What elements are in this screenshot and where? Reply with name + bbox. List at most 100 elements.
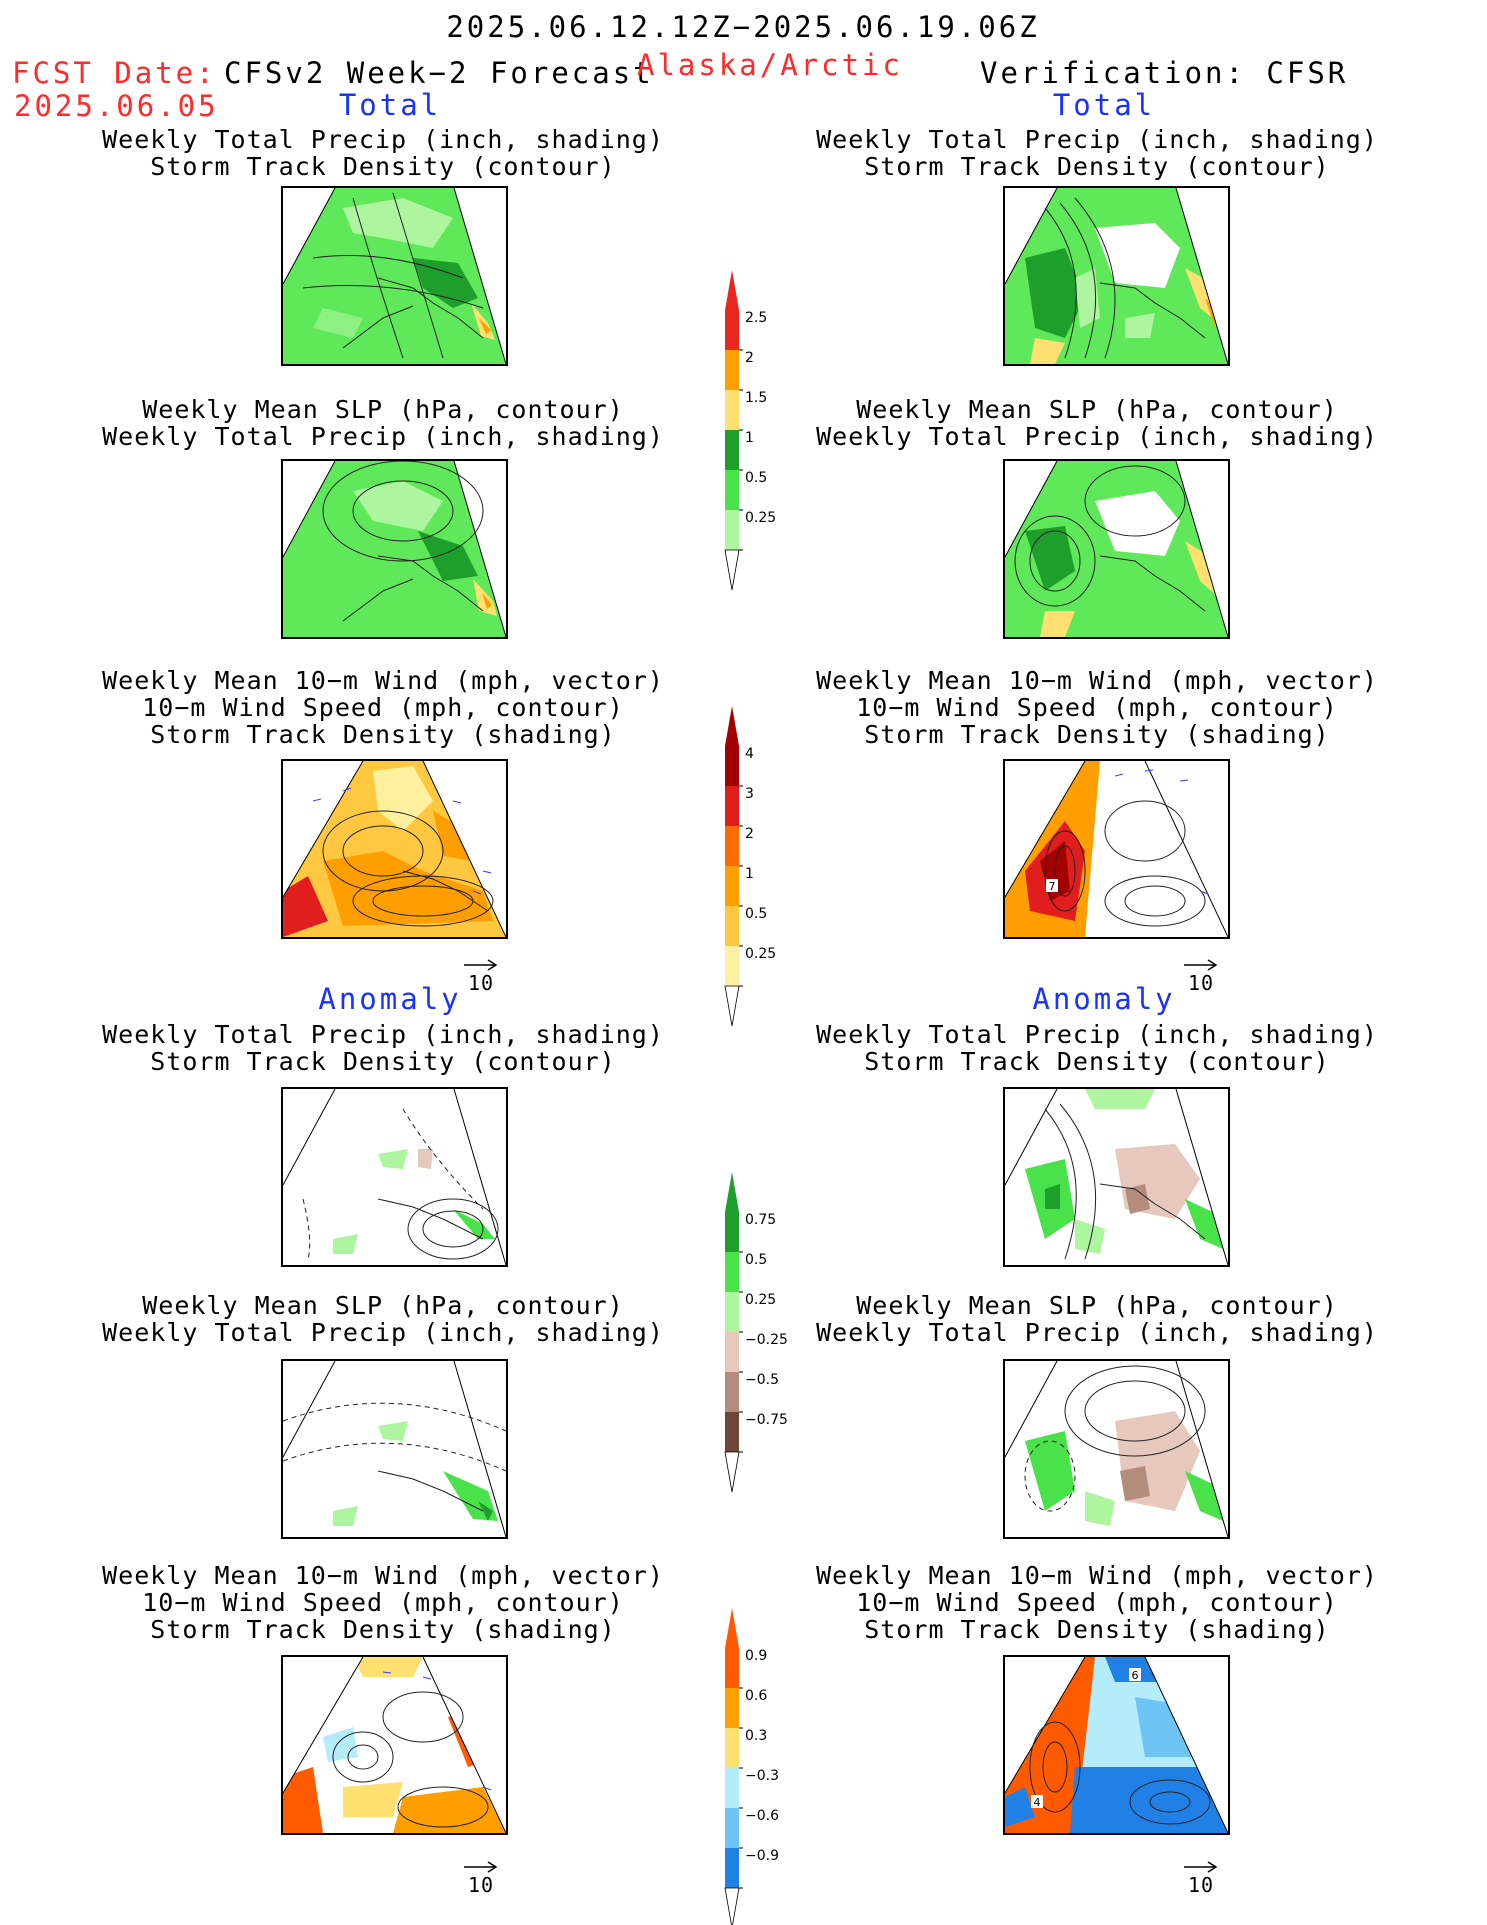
colorbar-tick-label: 2 [745,826,754,842]
colorbar-swatch [725,746,739,786]
colorbar-precip-total: 2.5 2 1.5 1 0.5 0.25 [720,270,810,591]
map-verification-anom-precip [1003,1087,1230,1267]
colorbar-tick-label: −0.5 [745,1372,779,1388]
colorbar-swatch [725,1292,739,1332]
panel-title-fc-total-precip: Weekly Total Precip (inch, shading) Storm… [102,125,664,181]
map-verification-anom-slp [1003,1359,1230,1539]
colorbar-tick-label: 3 [745,786,754,802]
section-anomaly-right: Anomaly [1032,982,1176,1016]
colorbar-tick-label: 1 [745,430,754,446]
colorbar-track-total: 4 3 2 1 0.5 0.25 [720,706,810,1027]
colorbar-track-anom: 0.9 0.6 0.3 −0.3 −0.6 −0.9 [720,1608,810,1925]
colorbar-swatch [725,946,739,986]
fcst-date-label: FCST Date: [12,56,217,90]
reference-vector-vf-anom: 10 [1182,1857,1226,1897]
panel-title-fc-total-wind: Weekly Mean 10−m Wind (mph, vector) 10−m … [102,666,664,749]
section-total-left: Total [338,88,442,122]
colorbar-precip-anom: 0.75 0.5 0.25 −0.25 −0.5 −0.75 [720,1172,810,1493]
forecast-column-title: CFSv2 Week−2 Forecast [224,56,654,90]
colorbar-tick-label: 1.5 [745,390,767,406]
section-anomaly-left: Anomaly [318,982,462,1016]
colorbar-swatch [725,390,739,430]
colorbar-tick-label: −0.9 [745,1848,779,1864]
panel-title-fc-anom-precip: Weekly Total Precip (inch, shading) Storm… [102,1020,664,1076]
colorbar-tick-label: 0.25 [745,946,776,962]
colorbar-tick-label: 0.25 [745,510,776,526]
map-verification-total-slp [1003,459,1230,639]
colorbar-swatch [725,1848,739,1888]
colorbar-swatch [725,1212,739,1252]
map-forecast-anom-wind [281,1655,508,1835]
colorbar-swatch [725,510,739,550]
colorbar-tick-label: 0.5 [745,906,767,922]
colorbar-swatch [725,1728,739,1768]
panel-title-vf-anom-wind: Weekly Mean 10−m Wind (mph, vector) 10−m … [816,1561,1378,1644]
colorbar-tick-label: 2 [745,350,754,366]
verification-column-title: Verification: CFSR [980,56,1349,90]
map-forecast-anom-precip [281,1087,508,1267]
map-verification-total-precip [1003,186,1230,366]
map-label-verif-anom-wind-left: 4 [1034,1796,1041,1809]
colorbar-tick-label: −0.75 [745,1412,788,1428]
colorbar-swatch [725,1808,739,1848]
map-label-verif-total-wind: 7 [1049,880,1056,893]
colorbar-swatch [725,906,739,946]
colorbar-swatch [725,786,739,826]
colorbar-top-extension [725,706,739,746]
colorbar-bottom-extension [724,1451,740,1493]
panel-title-fc-anom-wind: Weekly Mean 10−m Wind (mph, vector) 10−m … [102,1561,664,1644]
map-forecast-total-wind [281,759,508,939]
reference-vector-fc-total: 10 [462,955,506,995]
colorbar-swatch [725,826,739,866]
region-title: Alaska/Arctic [637,48,903,82]
panel-title-fc-total-slp: Weekly Mean SLP (hPa, contour) Weekly Tot… [102,395,664,451]
colorbar-bottom-extension [724,1887,740,1925]
colorbar-swatch [725,1768,739,1808]
colorbar-swatch [725,1688,739,1728]
colorbar-tick-label: −0.6 [745,1808,779,1824]
reference-vector-vf-total: 10 [1182,955,1226,995]
colorbar-swatch [725,430,739,470]
colorbar-tick-label: 0.5 [745,470,767,486]
colorbar-top-extension [725,1608,739,1648]
colorbar-tick-label: −0.3 [745,1768,779,1784]
colorbar-top-extension [725,1172,739,1212]
reference-vector-fc-anom: 10 [462,1857,506,1897]
colorbar-swatch [725,310,739,350]
colorbar-tick-label: 0.9 [745,1648,767,1664]
panel-title-vf-total-precip: Weekly Total Precip (inch, shading) Storm… [816,125,1378,181]
map-verification-total-wind: 7 [1003,759,1230,939]
colorbar-top-extension [725,270,739,310]
valid-period: 2025.06.12.12Z−2025.06.19.06Z [446,10,1040,44]
colorbar-bottom-extension [724,549,740,591]
colorbar-bottom-extension [724,985,740,1027]
map-label-verif-anom-wind-top: 6 [1132,1669,1139,1682]
colorbar-tick-label: 1 [745,866,754,882]
colorbar-tick-label: 2.5 [745,310,767,326]
colorbar-tick-label: 0.75 [745,1212,776,1228]
colorbar-swatch [725,866,739,906]
colorbar-swatch [725,1412,739,1452]
colorbar-tick-label: 0.6 [745,1688,767,1704]
colorbar-swatch [725,1648,739,1688]
map-forecast-anom-slp [281,1359,508,1539]
colorbar-tick-label: 0.3 [745,1728,767,1744]
section-total-right: Total [1052,88,1156,122]
colorbar-swatch [725,1372,739,1412]
map-forecast-total-slp [281,459,508,639]
colorbar-tick-label: 4 [745,746,754,762]
colorbar-swatch [725,350,739,390]
map-forecast-total-precip [281,186,508,366]
colorbar-tick-label: 0.5 [745,1252,767,1268]
panel-title-vf-total-slp: Weekly Mean SLP (hPa, contour) Weekly Tot… [816,395,1378,451]
fcst-date-value: 2025.06.05 [14,89,219,123]
panel-title-vf-anom-precip: Weekly Total Precip (inch, shading) Storm… [816,1020,1378,1076]
colorbar-tick-label: −0.25 [745,1332,788,1348]
map-verification-anom-wind: 6 4 [1003,1655,1230,1835]
panel-title-vf-total-wind: Weekly Mean 10−m Wind (mph, vector) 10−m … [816,666,1378,749]
colorbar-tick-label: 0.25 [745,1292,776,1308]
colorbar-swatch [725,470,739,510]
panel-title-vf-anom-slp: Weekly Mean SLP (hPa, contour) Weekly Tot… [816,1291,1378,1347]
panel-title-fc-anom-slp: Weekly Mean SLP (hPa, contour) Weekly Tot… [102,1291,664,1347]
colorbar-swatch [725,1332,739,1372]
